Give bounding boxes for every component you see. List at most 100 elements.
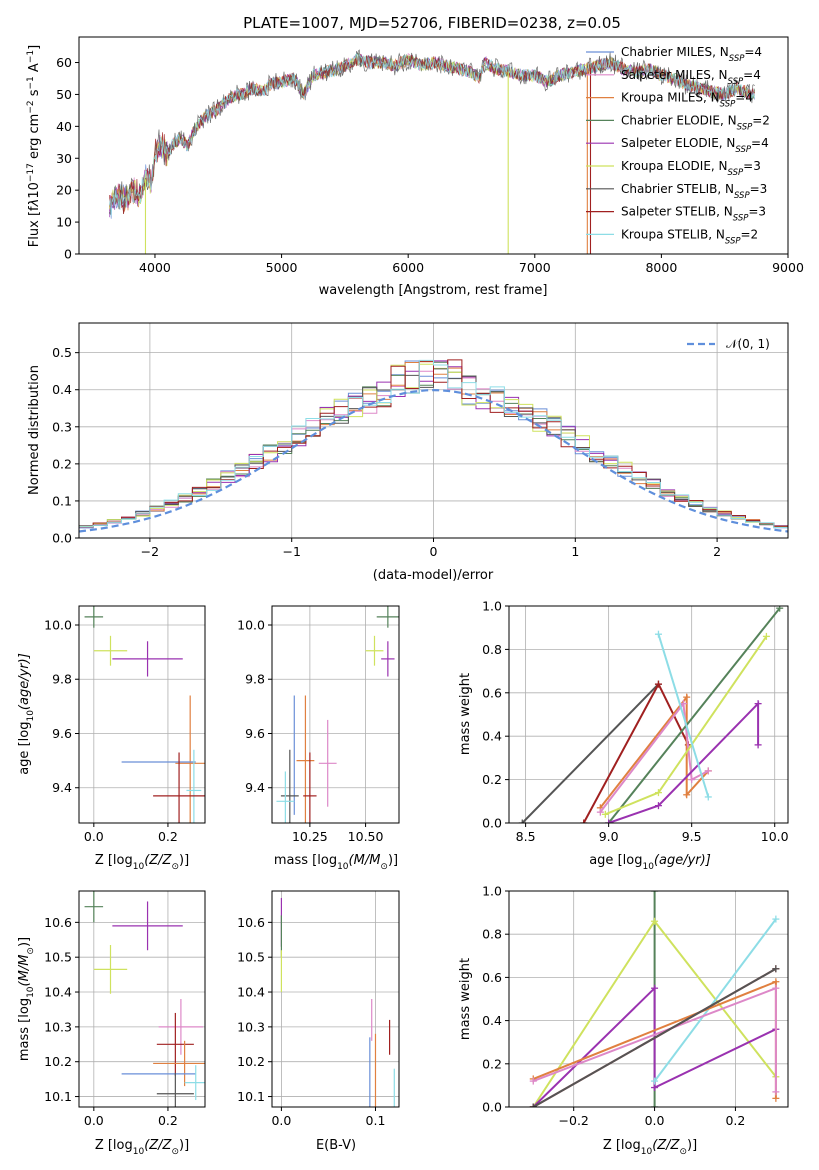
x-axis-label-part: )]	[179, 1138, 189, 1153]
legend-label: 𝒩(0, 1)	[726, 337, 770, 351]
y-axis-label-part: 10	[26, 710, 36, 722]
x-tick-label: 8.5	[516, 829, 536, 844]
y-tick-label: 10.4	[44, 985, 72, 1000]
axes-frame	[78, 890, 206, 1108]
x-tick-label: 10.0	[761, 829, 789, 844]
legend-label: Salpeter STELIB, NSSP=3	[621, 205, 766, 224]
y-tick-label: 9.6	[52, 726, 72, 741]
y-tick-label: 10.1	[237, 1089, 265, 1104]
x-axis-label: Z [log10(Z/Z⊙)]	[95, 853, 189, 872]
weight-z-panel: −0.2 0.0 0.2 0.0 0.2 0.4 0.6 0.8 1.0	[482, 884, 789, 1128]
y-tick-label: 0.4	[482, 729, 502, 744]
x-tick-label: 10.50	[348, 829, 384, 844]
legend-label: Chabrier MILES, NSSP=4	[621, 45, 762, 64]
y-tick-label: 0.0	[52, 531, 72, 546]
x-tick-label: 9000	[772, 260, 804, 275]
legend-label-text: Salpeter STELIB, N	[621, 205, 733, 219]
axes-frame	[508, 605, 789, 824]
x-tick-label: 0.2	[158, 1113, 178, 1128]
y-tick-label: 0.2	[482, 1056, 502, 1071]
x-axis-label-part: Z [log	[95, 1138, 133, 1153]
y-tick-label: 10.3	[237, 1019, 265, 1034]
legend-label-sub: SSP	[728, 168, 744, 178]
y-tick-label: 0.2	[52, 456, 72, 471]
legend-label-suffix: =3	[743, 159, 761, 173]
y-axis-label-part: A	[27, 63, 42, 76]
plot-area	[79, 359, 788, 533]
y-axis-label-part: erg cm	[27, 114, 42, 163]
series-line	[657, 633, 710, 798]
x-tick-label: 0	[430, 544, 438, 559]
y-tick-label: 9.8	[52, 672, 72, 687]
y-tick-label: 0.5	[52, 345, 72, 360]
chart-title: PLATE=1007, MJD=52706, FIBERID=0238, z=0…	[243, 14, 621, 32]
x-tick-label: 0.0	[84, 1113, 104, 1128]
series-line	[607, 607, 781, 823]
x-axis-label: Z [log10(Z/Z⊙)]	[95, 1138, 189, 1157]
x-axis-label-part: mass [log	[274, 853, 337, 868]
legend-label: Kroupa STELIB, NSSP=2	[621, 227, 758, 246]
x-tick-label: 5000	[266, 260, 298, 275]
x-axis-label-part: )]	[687, 1138, 697, 1153]
axes-frame	[78, 36, 789, 255]
x-tick-label: 2	[713, 544, 721, 559]
y-axis-label-part: (M/M	[17, 955, 32, 987]
x-axis-label: mass [log10(M/M⊙)]	[274, 853, 398, 872]
weight-age-panel: 8.5 9.0 9.5 10.0 0.0 0.2 0.4 0.6 0.8 1.0	[482, 599, 789, 845]
y-axis-label-part: −17	[26, 163, 36, 182]
spectrum-line	[109, 52, 755, 216]
axes-frame	[271, 605, 400, 824]
legend-label-sub: SSP	[728, 77, 744, 87]
legend-label-text: Salpeter MILES, N	[621, 68, 728, 82]
z-mass-panel: 0.0 0.2 10.1 10.2 10.3 10.4 10.5 10.6	[44, 890, 206, 1128]
y-axis-label-part: 10	[26, 986, 36, 998]
x-tick-label: 1	[571, 544, 579, 559]
legend-label-text: Chabrier ELODIE, N	[621, 113, 737, 127]
y-axis-label: mass weight	[458, 673, 473, 755]
y-tick-label: 10.6	[237, 915, 265, 930]
y-axis-label-part: s	[27, 89, 42, 100]
normal-curve	[79, 388, 788, 533]
x-tick-label: 10.25	[292, 829, 328, 844]
legend-label-suffix: =3	[748, 205, 766, 219]
x-axis-label: Z [log10(Z/Z⊙)]	[603, 1138, 697, 1157]
histogram-panel: −2 −1 0 1 2 0.0 0.1 0.2 0.3 0.4 0.5	[52, 322, 789, 559]
y-tick-label: 50	[56, 87, 72, 102]
series-line	[521, 683, 660, 823]
y-tick-label: 10	[56, 215, 72, 230]
y-axis-label-part: −1	[26, 76, 36, 89]
axes-frame	[78, 605, 206, 824]
y-axis-label-part: ⊙	[26, 947, 36, 955]
y-tick-label: 10.0	[237, 617, 265, 632]
x-axis-label-part: 10	[133, 862, 145, 872]
histogram-step	[79, 359, 788, 528]
mass-age-panel: 10.25 10.50 9.4 9.6 9.8 10.0	[237, 605, 400, 844]
y-tick-label: 10.3	[44, 1019, 72, 1034]
legend-label: Chabrier ELODIE, NSSP=2	[621, 113, 770, 132]
legend-label: Salpeter ELODIE, NSSP=4	[621, 136, 769, 155]
plot-area	[529, 891, 780, 1107]
legend-label-text: Kroupa STELIB, N	[621, 227, 725, 241]
y-axis-label-part: Flux [f	[27, 206, 42, 247]
y-tick-label: 10.4	[237, 985, 265, 1000]
x-tick-label: 7000	[519, 260, 551, 275]
plot-area	[280, 897, 395, 1107]
x-axis-label-part: )]	[388, 853, 398, 868]
y-axis-label: mass [log10(M/M⊙)]	[17, 937, 36, 1061]
series-line	[599, 694, 710, 809]
y-axis-label-part: (age/yr)]	[17, 653, 32, 710]
x-axis-label-part: (Z/Z	[652, 1138, 680, 1153]
x-tick-label: −2	[141, 544, 159, 559]
y-tick-label: 1.0	[482, 884, 502, 899]
legend-label-suffix: =3	[750, 182, 768, 196]
axes-frame	[508, 890, 789, 1108]
y-tick-label: 9.4	[52, 780, 72, 795]
x-tick-label: 4000	[139, 260, 171, 275]
legend-label: Kroupa ELODIE, NSSP=3	[621, 159, 761, 178]
x-axis-label-part: Z [log	[603, 1138, 641, 1153]
y-axis-label-part: )]	[17, 937, 32, 947]
x-axis-label: (data-model)/error	[373, 568, 494, 583]
y-tick-label: 9.8	[245, 672, 265, 687]
series-line	[608, 701, 760, 823]
